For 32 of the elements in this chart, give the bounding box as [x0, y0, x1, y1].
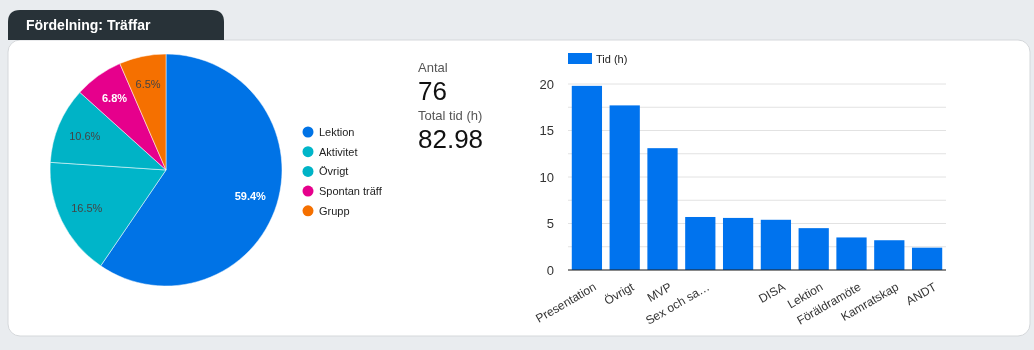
y-tick-label: 15	[539, 123, 554, 139]
bar	[685, 216, 716, 270]
bar	[911, 247, 943, 270]
legend-label: Grupp	[319, 204, 350, 217]
data-label: 59.4%	[234, 189, 267, 202]
y-tick-label: 20	[539, 76, 554, 92]
y-tick-label: 5	[546, 216, 554, 232]
text: Total tid (h)	[418, 108, 483, 123]
y-tick-label: 0	[546, 262, 554, 278]
text: 82.98	[418, 124, 484, 154]
bar	[836, 237, 867, 270]
bar	[571, 85, 603, 270]
legend-label: Spontan träff	[319, 184, 383, 197]
y-tick-label: 10	[539, 169, 554, 185]
data-label: 10.6%	[69, 129, 101, 142]
text: 76	[418, 76, 447, 106]
bar	[798, 228, 829, 270]
data-label: 16.5%	[71, 202, 103, 215]
text: Antal	[418, 60, 448, 75]
chart-title: Fördelning: Träffar	[26, 17, 151, 33]
bar	[647, 148, 678, 270]
bar	[874, 240, 905, 270]
legend-label: Aktivitet	[319, 145, 358, 158]
data-label: 6.8%	[102, 92, 128, 105]
legend-label: Lektion	[319, 125, 355, 138]
bar	[609, 105, 640, 270]
x-tick-label: DISA	[756, 279, 788, 306]
data-label: 6.5%	[135, 77, 161, 90]
legend-label: Tid (h)	[596, 52, 628, 65]
bar	[722, 217, 754, 270]
bar	[760, 219, 792, 270]
legend-label: Övrigt	[319, 165, 349, 178]
